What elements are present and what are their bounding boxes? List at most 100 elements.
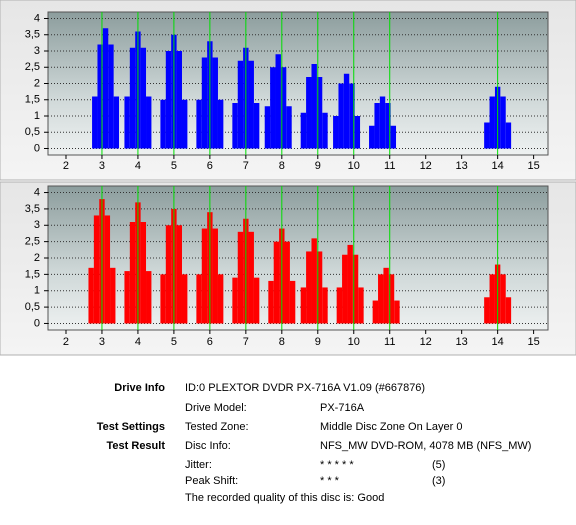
y-tick-label: 0	[34, 317, 40, 329]
bar	[500, 274, 506, 324]
bar	[196, 274, 202, 324]
x-tick-label: 13	[456, 160, 468, 172]
bar	[253, 277, 260, 324]
field-score: (5)	[432, 459, 445, 471]
section-label: Drive Info	[114, 382, 165, 394]
bar	[349, 83, 355, 149]
bar	[217, 274, 224, 324]
bar	[484, 122, 490, 149]
x-tick-label: 7	[243, 160, 249, 172]
x-tick-label: 15	[527, 336, 539, 348]
bar	[372, 300, 379, 324]
bar	[146, 271, 152, 324]
bar	[311, 238, 317, 324]
y-tick-label: 1,5	[25, 94, 40, 106]
field-score: (3)	[432, 475, 445, 487]
bar	[129, 222, 136, 324]
bar	[237, 231, 244, 324]
section-label: Test Result	[107, 440, 166, 452]
y-tick-label: 2,5	[25, 61, 40, 73]
x-tick-label: 12	[420, 160, 432, 172]
x-tick-label: 3	[99, 336, 105, 348]
bar	[201, 228, 208, 324]
bar	[212, 57, 218, 149]
bar	[212, 228, 218, 324]
bar	[505, 122, 512, 149]
bar	[217, 99, 224, 149]
bar	[394, 300, 400, 324]
bar	[124, 271, 130, 324]
bar	[333, 116, 339, 149]
bar	[379, 96, 386, 149]
field-label: Tested Zone:	[185, 421, 249, 433]
bar	[484, 297, 490, 324]
x-tick-label: 11	[384, 160, 395, 172]
x-tick-label: 2	[63, 160, 69, 172]
bar	[354, 116, 361, 149]
x-tick-label: 6	[207, 160, 213, 172]
bar	[165, 225, 172, 324]
bar	[146, 96, 152, 149]
x-tick-label: 10	[348, 336, 360, 348]
bar	[378, 274, 384, 324]
bar	[322, 287, 328, 324]
bar	[104, 215, 111, 324]
bar	[338, 83, 344, 149]
x-tick-label: 14	[492, 336, 504, 348]
bar	[88, 267, 94, 324]
field-label: The recorded quality of this disc is: Go…	[185, 492, 384, 504]
field-value: PX-716A	[320, 402, 365, 414]
y-tick-label: 0,5	[25, 301, 40, 313]
bar	[347, 244, 353, 324]
bar	[232, 277, 238, 324]
field-label: Jitter:	[185, 459, 212, 471]
field-value: * * * * *	[320, 459, 354, 471]
bar	[289, 280, 296, 324]
chart: 0 0,5 1 1,5 2 2,5 3 3,5 4 2 3 4 5 6 7 8 9 10 11 12 13 14 15	[25, 185, 549, 348]
bar	[129, 47, 136, 149]
x-tick-label: 12	[420, 336, 432, 348]
y-tick-label: 3,5	[25, 203, 40, 215]
bar	[358, 287, 364, 324]
bar	[284, 241, 290, 324]
y-tick-label: 3	[34, 45, 40, 57]
bar	[316, 77, 323, 149]
x-tick-label: 2	[63, 336, 69, 348]
x-tick-label: 14	[492, 160, 504, 172]
info: Drive Info ID:0 PLEXTOR DVDR PX-716A V1.0…	[97, 382, 532, 504]
y-tick-label: 4	[34, 186, 40, 198]
bar	[113, 96, 120, 149]
bar	[369, 125, 375, 149]
bar	[108, 44, 114, 149]
y-tick-label: 1,5	[25, 268, 40, 280]
bar	[165, 51, 172, 149]
field-label: Peak Shift:	[185, 475, 238, 487]
bar	[181, 274, 188, 324]
x-tick-label: 8	[279, 336, 285, 348]
bar	[273, 241, 280, 324]
bar	[275, 54, 281, 149]
x-tick-label: 8	[279, 160, 285, 172]
bar	[253, 103, 260, 149]
bar	[232, 103, 238, 149]
bar	[160, 99, 166, 149]
bar	[176, 51, 182, 149]
x-tick-label: 5	[171, 336, 177, 348]
bar	[264, 106, 271, 149]
x-tick-label: 4	[135, 336, 141, 348]
bar	[124, 96, 130, 149]
bar	[300, 287, 307, 324]
bar	[489, 96, 495, 149]
y-tick-label: 1	[34, 285, 40, 297]
bar	[385, 103, 391, 149]
bar	[110, 267, 116, 324]
bar	[201, 57, 208, 149]
bar	[286, 106, 292, 149]
bar	[270, 67, 276, 149]
field-value: * * *	[320, 475, 340, 487]
bar	[336, 287, 343, 324]
bar	[92, 96, 98, 149]
bar	[390, 125, 397, 149]
bar	[383, 267, 389, 324]
